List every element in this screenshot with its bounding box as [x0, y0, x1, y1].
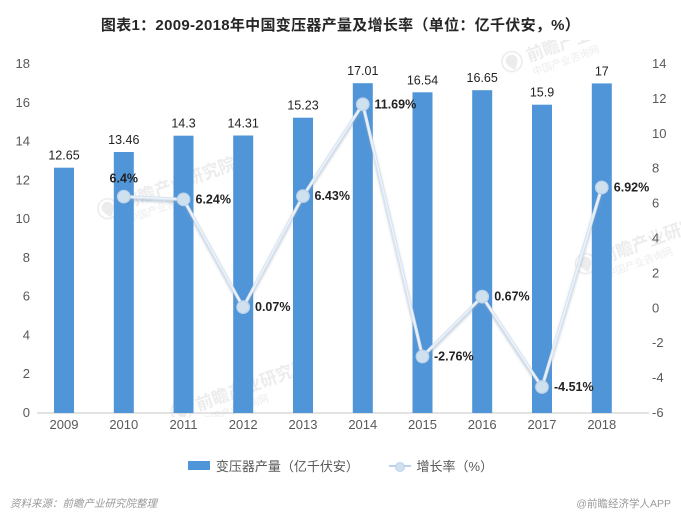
svg-text:6.4%: 6.4% [110, 172, 139, 186]
svg-text:2010: 2010 [109, 417, 138, 432]
svg-text:16.65: 16.65 [467, 71, 498, 85]
svg-text:6.43%: 6.43% [315, 189, 350, 203]
svg-text:2012: 2012 [229, 417, 258, 432]
svg-text:6.24%: 6.24% [196, 192, 231, 206]
svg-text:12: 12 [16, 172, 30, 187]
svg-text:2018: 2018 [587, 417, 616, 432]
svg-text:10: 10 [652, 126, 666, 141]
svg-text:13.46: 13.46 [108, 133, 139, 147]
svg-text:-2.76%: -2.76% [434, 350, 474, 364]
svg-text:15.9: 15.9 [530, 86, 554, 100]
svg-text:12: 12 [652, 91, 666, 106]
svg-text:8: 8 [652, 161, 659, 176]
svg-text:10: 10 [16, 211, 30, 226]
svg-text:14: 14 [652, 56, 666, 71]
svg-text:0: 0 [23, 405, 30, 420]
svg-text:18: 18 [16, 56, 30, 71]
svg-text:16: 16 [16, 95, 30, 110]
svg-text:4: 4 [652, 231, 659, 246]
svg-text:-2: -2 [652, 335, 664, 350]
svg-text:6: 6 [652, 196, 659, 211]
svg-text:14: 14 [16, 134, 30, 149]
svg-text:6.92%: 6.92% [614, 181, 649, 195]
svg-text:14.3: 14.3 [171, 117, 195, 131]
svg-text:0: 0 [652, 300, 659, 315]
svg-text:2: 2 [23, 366, 30, 381]
svg-text:2017: 2017 [528, 417, 557, 432]
svg-text:16.54: 16.54 [407, 73, 438, 87]
svg-text:8: 8 [23, 250, 30, 265]
svg-text:12.65: 12.65 [48, 149, 79, 163]
svg-text:0.07%: 0.07% [255, 300, 290, 314]
svg-text:-4: -4 [652, 370, 664, 385]
svg-text:15.23: 15.23 [287, 99, 318, 113]
svg-text:6: 6 [23, 289, 30, 304]
svg-text:0.67%: 0.67% [494, 290, 529, 304]
svg-text:4: 4 [23, 327, 30, 342]
svg-text:17: 17 [595, 64, 609, 78]
svg-text:17.01: 17.01 [347, 64, 378, 78]
svg-text:2011: 2011 [170, 417, 198, 432]
svg-text:-6: -6 [652, 405, 664, 420]
svg-text:2015: 2015 [408, 417, 437, 432]
svg-text:-4.51%: -4.51% [554, 380, 594, 394]
svg-text:2013: 2013 [289, 417, 318, 432]
svg-text:2009: 2009 [50, 417, 79, 432]
svg-text:2016: 2016 [468, 417, 497, 432]
svg-text:11.69%: 11.69% [375, 97, 417, 111]
svg-text:2: 2 [652, 265, 659, 280]
svg-text:14.31: 14.31 [228, 117, 259, 131]
svg-text:2014: 2014 [348, 417, 377, 432]
